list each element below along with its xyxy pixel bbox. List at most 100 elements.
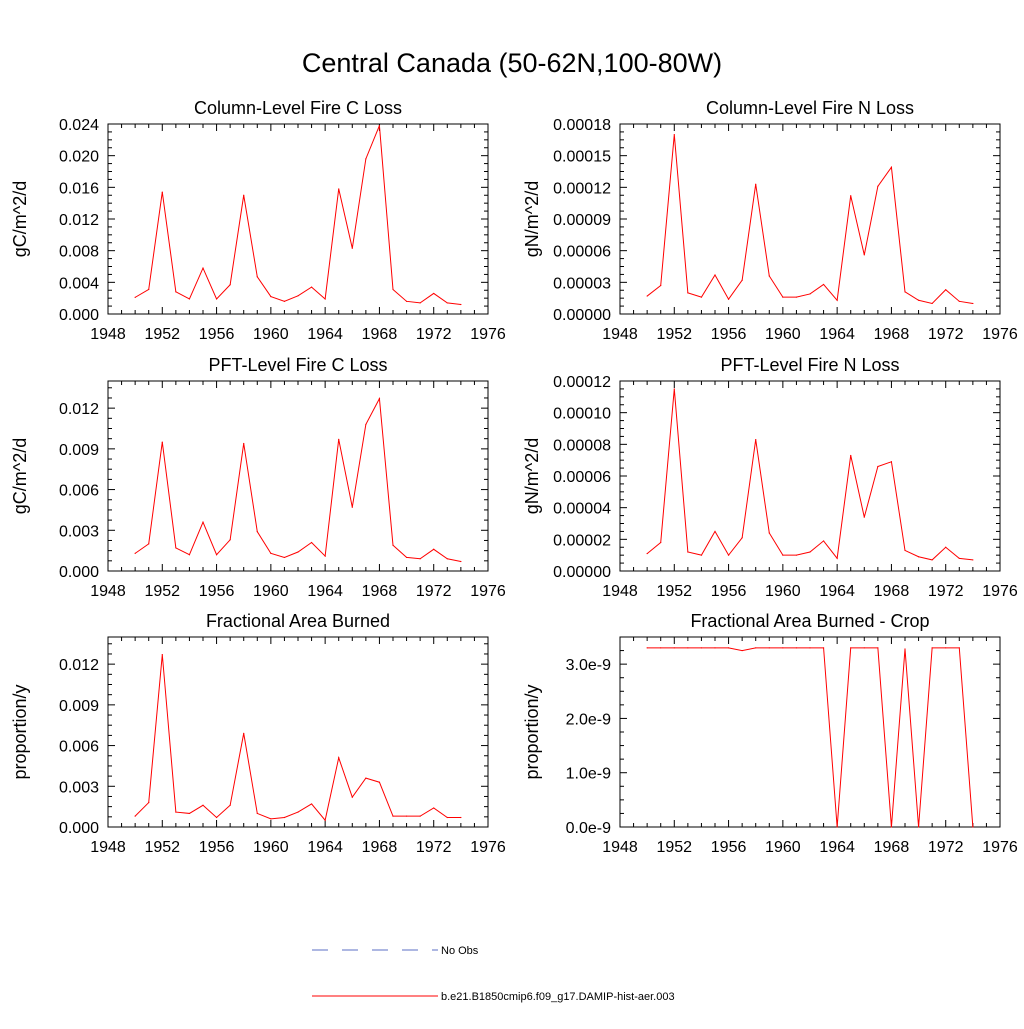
- legend-label-1: No Obs: [441, 945, 479, 957]
- y-tick-label: 0.00006: [553, 244, 611, 261]
- data-point: [460, 303, 462, 306]
- data-point: [917, 556, 920, 558]
- data-point: [850, 195, 852, 197]
- data-point: [229, 539, 231, 541]
- data-point: [917, 299, 920, 301]
- data-point: [243, 194, 245, 196]
- x-tick-label: 1956: [711, 583, 747, 600]
- data-point: [660, 647, 662, 649]
- data-point: [931, 559, 933, 561]
- x-tick-label: 1956: [711, 839, 747, 856]
- data-point: [324, 555, 326, 557]
- x-tick-label: 1952: [656, 839, 692, 856]
- data-point: [392, 544, 394, 546]
- data-point: [392, 815, 394, 817]
- x-tick-label: 1948: [90, 583, 126, 600]
- data-point: [890, 826, 893, 828]
- x-tick-label: 1968: [362, 326, 398, 343]
- x-tick-label: 1948: [602, 583, 638, 600]
- plot-frame: [619, 636, 1001, 828]
- data-point: [836, 557, 838, 559]
- data-point: [700, 296, 703, 298]
- x-tick-label: 1960: [253, 326, 289, 343]
- plot-frame: [619, 123, 1001, 315]
- y-tick-label: 0.00018: [553, 117, 611, 134]
- data-point: [134, 815, 136, 817]
- data-point: [673, 133, 675, 136]
- y-tick-label: 0.020: [59, 149, 99, 166]
- data-point: [768, 275, 770, 277]
- data-point: [215, 298, 218, 300]
- series-line: [134, 396, 461, 562]
- data-point: [646, 647, 648, 649]
- y-tick-label: 0.006: [59, 483, 99, 500]
- data-point: [405, 300, 408, 302]
- data-point: [338, 438, 340, 440]
- x-tick-label: 1968: [874, 326, 910, 343]
- data-point: [215, 554, 218, 556]
- y-tick-label: 0.00012: [553, 374, 611, 391]
- data-point: [795, 554, 798, 556]
- panel-1: Column-Level Fire C Loss gC/m^2/d 1948 1952…: [10, 98, 506, 343]
- data-point: [795, 647, 798, 649]
- plot-frame: [107, 380, 489, 572]
- data-point: [673, 647, 675, 649]
- data-point: [378, 781, 381, 783]
- y-tick-label: 0.009: [59, 442, 99, 459]
- data-point: [351, 796, 353, 798]
- y-tick-label: 0.009: [59, 698, 99, 715]
- data-point: [446, 302, 448, 304]
- data-point: [863, 647, 865, 649]
- data-point: [433, 292, 435, 295]
- data-point: [782, 296, 784, 298]
- data-point: [175, 811, 177, 813]
- data-point: [229, 804, 231, 806]
- data-point: [972, 826, 974, 828]
- data-point: [433, 548, 435, 550]
- data-point: [148, 801, 150, 804]
- x-tick-label: 1972: [928, 839, 964, 856]
- x-tick-label: 1948: [602, 839, 638, 856]
- panel-6: Fractional Area Burned - Crop proportion/…: [522, 611, 1018, 856]
- data-point: [175, 291, 177, 293]
- data-point: [338, 188, 340, 190]
- data-point: [283, 300, 286, 302]
- data-point: [958, 647, 960, 649]
- data-point: [850, 454, 852, 457]
- data-point: [687, 647, 689, 649]
- panel-title: Column-Level Fire N Loss: [706, 98, 914, 118]
- x-tick-label: 1960: [765, 583, 801, 600]
- data-point: [175, 547, 177, 549]
- series-line: [647, 647, 974, 828]
- data-point: [917, 826, 920, 828]
- data-point: [660, 541, 662, 544]
- data-point: [310, 803, 313, 805]
- x-tick-label: 1960: [253, 839, 289, 856]
- x-tick-label: 1952: [144, 839, 180, 856]
- y-axis-label: proportion/y: [522, 684, 542, 779]
- y-tick-label: 0.00012: [553, 180, 611, 197]
- data-point: [256, 276, 258, 278]
- panel-title: PFT-Level Fire N Loss: [720, 355, 899, 375]
- x-tick-label: 1964: [819, 583, 855, 600]
- x-tick-label: 1976: [470, 839, 506, 856]
- data-point: [134, 552, 136, 554]
- data-point: [877, 647, 879, 649]
- data-point: [405, 815, 408, 817]
- data-point: [945, 647, 947, 649]
- data-point: [229, 284, 231, 286]
- data-point: [215, 816, 218, 819]
- series-line: [646, 134, 973, 304]
- data-point: [945, 289, 947, 291]
- data-point: [148, 543, 150, 545]
- data-point: [646, 552, 648, 555]
- y-tick-label: 2.0e-9: [566, 711, 611, 728]
- y-tick-label: 0.006: [59, 739, 99, 756]
- data-point: [727, 554, 730, 556]
- y-tick-label: 0.00006: [553, 469, 611, 486]
- y-tick-label: 0.004: [59, 275, 99, 292]
- series-line: [646, 388, 973, 561]
- y-tick-label: 3.0e-9: [566, 657, 611, 674]
- panel-5: Fractional Area Burned proportion/y 1948 19…: [10, 611, 506, 856]
- x-tick-label: 1956: [711, 326, 747, 343]
